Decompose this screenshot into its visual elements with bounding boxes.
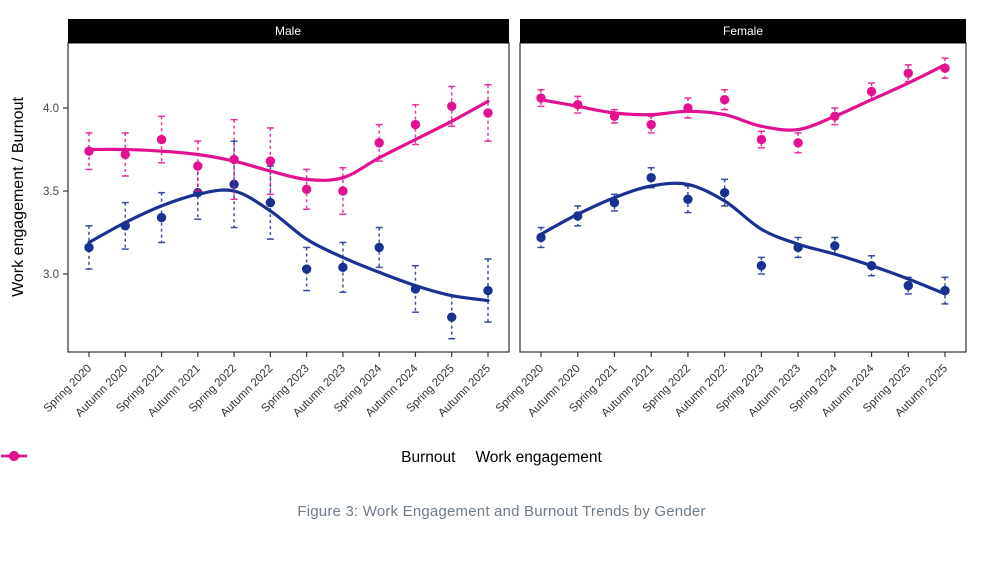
- data-point-male-burnout-2: [156, 212, 167, 223]
- data-point-male-work-engagement-6: [301, 184, 312, 195]
- data-point-female-work-engagement-3: [646, 119, 656, 130]
- y-tick-label: 3.0: [43, 269, 59, 281]
- facet-strip-female: Female: [520, 19, 966, 43]
- facet-strip-male: Male: [68, 19, 509, 43]
- data-point-male-burnout-11: [483, 285, 493, 296]
- data-point-female-work-engagement-2: [609, 111, 620, 122]
- data-point-female-burnout-1: [573, 211, 583, 221]
- legend-item-burnout: Burnout: [1, 449, 456, 467]
- data-point-female-burnout-4: [683, 194, 693, 204]
- data-point-female-work-engagement-7: [793, 138, 803, 148]
- data-point-female-work-engagement-8: [830, 111, 840, 122]
- legend-key-work-engagement-icon: [1, 451, 27, 461]
- data-point-male-work-engagement-1: [120, 149, 130, 160]
- legend-label-burnout: Burnout: [401, 449, 456, 466]
- data-point-female-burnout-10: [903, 280, 913, 291]
- data-point-male-burnout-9: [410, 284, 421, 294]
- data-point-female-burnout-5: [719, 187, 730, 198]
- data-point-female-work-engagement-6: [756, 134, 767, 145]
- data-point-female-burnout-11: [940, 285, 950, 296]
- trend-line-male-work-engagement: [87, 99, 490, 182]
- panel-border-female: [519, 42, 967, 353]
- data-point-male-burnout-8: [374, 242, 384, 253]
- data-point-male-burnout-4: [229, 179, 239, 190]
- data-point-male-work-engagement-0: [84, 146, 94, 156]
- legend-item-work-engagement: Work engagement: [1, 449, 602, 467]
- data-point-female-work-engagement-9: [866, 86, 877, 97]
- data-point-male-burnout-5: [265, 197, 276, 208]
- facet-strip-female-label: Female: [723, 24, 763, 38]
- facet-strip-male-bg: [68, 19, 509, 43]
- legend: Burnout Work engagement: [0, 449, 1003, 467]
- data-point-male-work-engagement-11: [483, 108, 493, 118]
- y-tick-label: 4.0: [43, 103, 59, 115]
- legend-label-work-engagement: Work engagement: [475, 449, 602, 466]
- data-point-female-burnout-7: [793, 242, 803, 253]
- data-point-female-burnout-8: [830, 241, 840, 251]
- data-point-male-work-engagement-9: [410, 119, 421, 130]
- data-point-male-work-engagement-2: [156, 134, 167, 145]
- data-point-female-work-engagement-1: [573, 99, 583, 110]
- data-point-male-work-engagement-4: [229, 154, 239, 165]
- figure-caption: Figure 3: Work Engagement and Burnout Tr…: [297, 503, 706, 520]
- data-point-female-work-engagement-10: [903, 68, 913, 78]
- data-point-female-burnout-3: [646, 173, 656, 183]
- data-point-female-work-engagement-5: [719, 95, 730, 105]
- data-point-female-burnout-0: [536, 232, 546, 243]
- data-point-male-burnout-6: [301, 264, 312, 274]
- data-point-female-work-engagement-0: [536, 93, 546, 103]
- data-point-female-burnout-6: [756, 261, 767, 271]
- data-point-male-work-engagement-5: [265, 156, 276, 166]
- data-point-female-burnout-9: [866, 261, 877, 271]
- y-tick-label: 3.5: [43, 186, 59, 198]
- data-point-female-burnout-2: [609, 197, 620, 208]
- data-point-male-work-engagement-8: [374, 138, 384, 148]
- facet-strip-male-label: Male: [275, 24, 301, 38]
- trend-line-male-burnout: [87, 188, 490, 303]
- data-point-male-work-engagement-7: [338, 186, 348, 196]
- trend-line-female-work-engagement: [539, 63, 947, 132]
- data-point-male-work-engagement-3: [193, 161, 203, 171]
- data-point-male-burnout-10: [447, 312, 457, 322]
- facet-strip-female-bg: [520, 19, 966, 43]
- y-axis-title: Work engagement / Burnout: [10, 97, 27, 297]
- panel-border-male: [67, 42, 510, 353]
- trend-line-female-burnout: [539, 181, 947, 296]
- data-point-male-burnout-1: [120, 221, 130, 231]
- data-point-female-work-engagement-4: [683, 103, 693, 113]
- data-point-male-burnout-0: [84, 242, 94, 253]
- data-point-female-work-engagement-11: [940, 63, 950, 73]
- data-point-male-burnout-7: [338, 262, 348, 273]
- data-point-male-work-engagement-10: [447, 101, 457, 112]
